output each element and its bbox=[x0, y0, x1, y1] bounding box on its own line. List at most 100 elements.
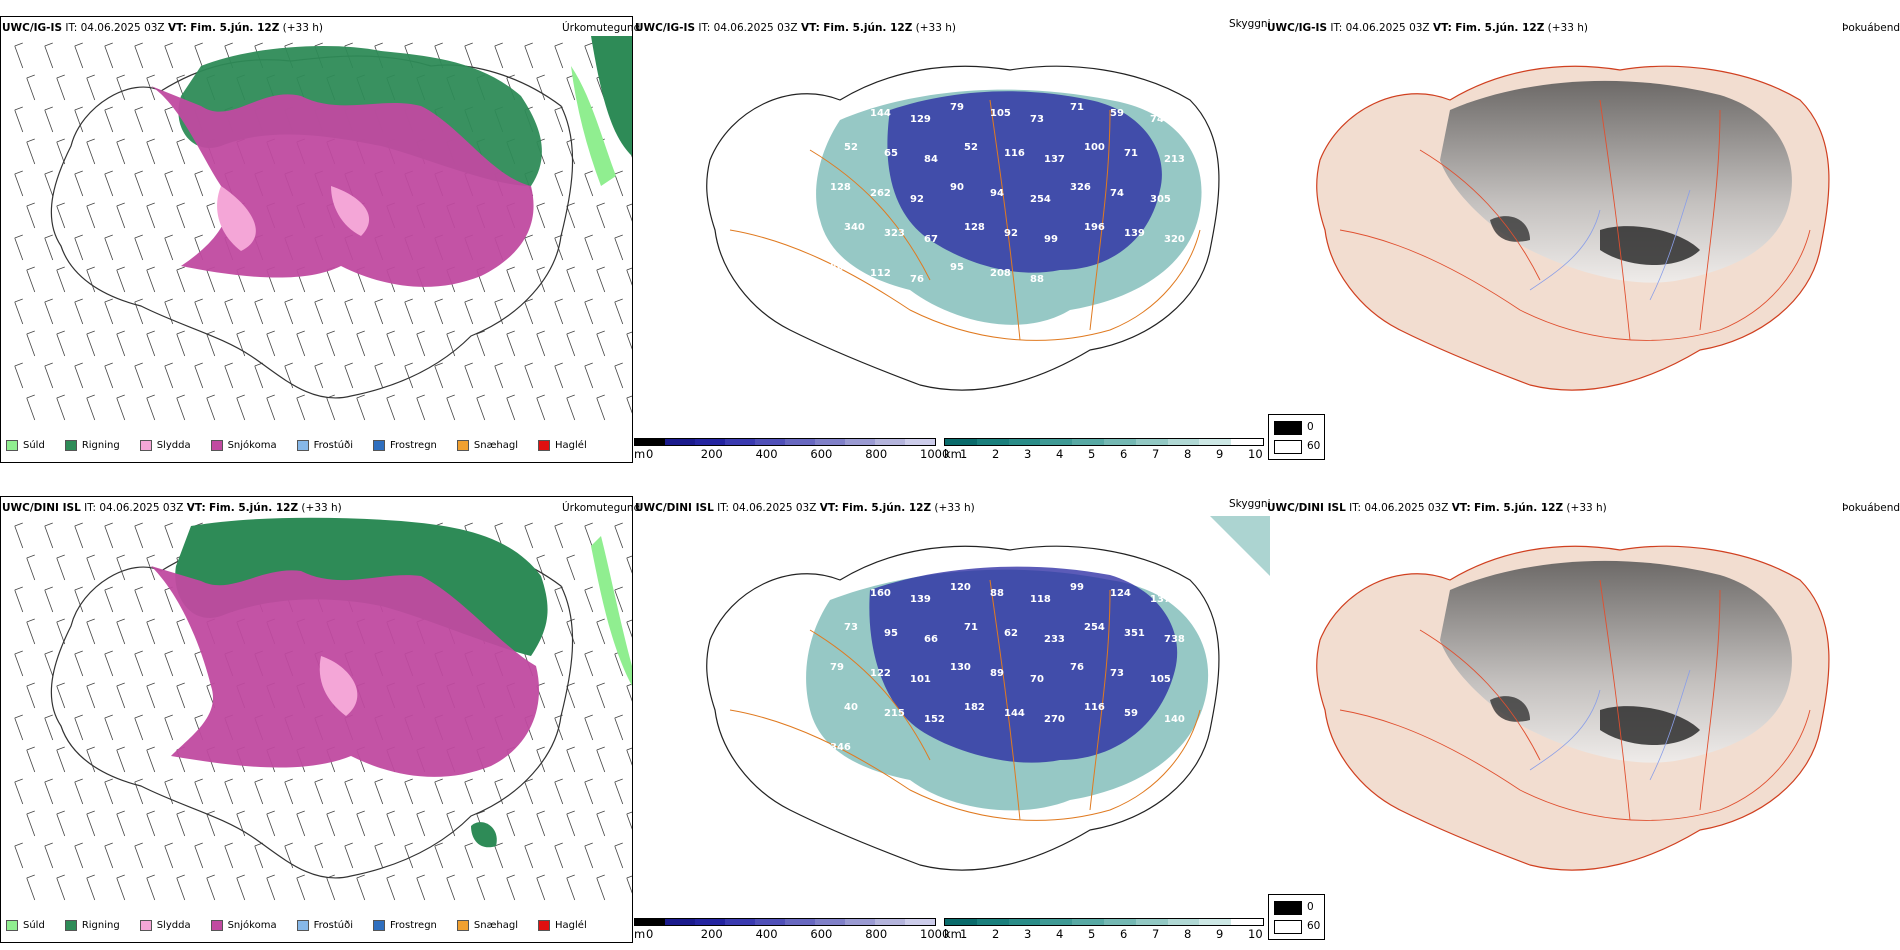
wind-barb bbox=[314, 778, 324, 805]
legend-swatch bbox=[456, 920, 469, 931]
legend-swatch bbox=[210, 440, 223, 451]
cloud-base-value: 120 bbox=[950, 582, 971, 593]
wind-barb bbox=[194, 298, 204, 325]
roads bbox=[1339, 579, 1811, 821]
wind-barb bbox=[116, 682, 126, 709]
wind-barb bbox=[494, 842, 504, 869]
wind-barb bbox=[134, 522, 144, 549]
cloud-base-map: 120 144 129 79 105 73 71 59 74 52 65 84 52 116 137 100 7… bbox=[706, 65, 1220, 391]
wind-barb bbox=[26, 682, 36, 709]
wind-barb bbox=[194, 42, 204, 69]
legend-item-4: Frostúði bbox=[296, 920, 353, 931]
cloud-base-value: 105 bbox=[1150, 674, 1171, 685]
wind-barb bbox=[86, 682, 96, 709]
wind-barb bbox=[566, 266, 576, 293]
wind-barb bbox=[146, 746, 156, 773]
wind-barb bbox=[14, 234, 24, 261]
wind-barb bbox=[344, 298, 354, 325]
scale-tick-3: 600 bbox=[810, 927, 833, 941]
wind-barb bbox=[464, 298, 474, 325]
wind-barb bbox=[326, 874, 336, 901]
vt-label: VT: bbox=[819, 502, 839, 514]
model-name: UWC/DINI ISL bbox=[635, 502, 714, 514]
wind-barb bbox=[554, 106, 564, 133]
cloud-base-value: 80 bbox=[830, 262, 844, 273]
cloud-base-value: 40 bbox=[844, 702, 858, 713]
cloud-base-value: 137 bbox=[1044, 154, 1065, 165]
colorbar-cell-4 bbox=[755, 919, 785, 925]
colorbar-cell-5 bbox=[785, 919, 815, 925]
wind-barb bbox=[614, 362, 624, 389]
wind-barb bbox=[584, 522, 594, 549]
wind-barb bbox=[506, 874, 516, 901]
wind-barb bbox=[56, 202, 66, 229]
it-value: 04.06.2025 03Z bbox=[713, 22, 798, 34]
cloud-base-value: 65 bbox=[884, 148, 898, 159]
wind-barb bbox=[566, 138, 576, 165]
cloud-base-map: 149 160 139 120 88 118 99 124 137 73 95 66 71 62 233 25… bbox=[706, 545, 1220, 871]
wind-barb bbox=[56, 810, 66, 837]
wind-barb bbox=[44, 234, 54, 261]
wind-barb bbox=[314, 362, 324, 389]
scale-tick-7: 8 bbox=[1184, 447, 1192, 461]
fog-index-map bbox=[1316, 65, 1830, 391]
wind-barb bbox=[116, 138, 126, 165]
vt-label: VT: bbox=[167, 22, 187, 34]
fog-key-swatch-0 bbox=[1274, 901, 1302, 915]
cloud-base-value: 73 bbox=[1030, 114, 1044, 125]
wind-barb bbox=[134, 586, 144, 613]
cloud-base-value: 128 bbox=[964, 222, 985, 233]
vt-value: Fim. 5.jún. 12Z bbox=[209, 502, 299, 514]
wind-barb bbox=[536, 330, 546, 357]
colorbar-cell-9 bbox=[905, 919, 935, 925]
wind-barb bbox=[194, 842, 204, 869]
wind-barb bbox=[26, 266, 36, 293]
scale-tick-6: 7 bbox=[1152, 447, 1160, 461]
wind-barb bbox=[386, 330, 396, 357]
wind-barb bbox=[254, 362, 264, 389]
wind-barb bbox=[506, 394, 516, 421]
wind-barb bbox=[236, 810, 246, 837]
wind-barb bbox=[14, 170, 24, 197]
wind-barb bbox=[326, 810, 336, 837]
cloud-base-value: 52 bbox=[964, 142, 978, 153]
colorbar-cell-3 bbox=[1040, 439, 1073, 445]
wind-barb bbox=[524, 234, 534, 261]
cloud-base-value: 128 bbox=[830, 182, 851, 193]
legend-label: Frostregn bbox=[390, 920, 437, 931]
scale-tick-1: 2 bbox=[992, 927, 1000, 941]
scale-tick-0: 0 bbox=[646, 447, 654, 461]
visibility-unit: km bbox=[944, 927, 962, 941]
lead-time: (+33 h) bbox=[915, 22, 957, 34]
cloud-base-value: 62 bbox=[1004, 628, 1018, 639]
colorbar-cell-9 bbox=[1231, 439, 1263, 445]
scale-tick-6: 7 bbox=[1152, 927, 1160, 941]
wind-barb bbox=[404, 362, 414, 389]
fog-dense-2 bbox=[1490, 696, 1530, 722]
cloud-base-value: 88 bbox=[1030, 274, 1044, 285]
visibility-label: Skyggni bbox=[1229, 18, 1271, 30]
wind-barb bbox=[566, 874, 576, 901]
colorbar-cell-7 bbox=[1167, 439, 1200, 445]
wind-barb bbox=[74, 586, 84, 613]
wind-barb bbox=[464, 842, 474, 869]
wind-barb bbox=[164, 362, 174, 389]
wind-barb bbox=[254, 298, 264, 325]
wind-barb bbox=[26, 746, 36, 773]
wind-barb bbox=[314, 842, 324, 869]
cloud-base-value: 59 bbox=[1124, 708, 1138, 719]
cloud-base-colorbar bbox=[634, 438, 936, 446]
colorbar-cell-8 bbox=[875, 919, 905, 925]
it-value: 04.06.2025 03Z bbox=[1345, 22, 1430, 34]
cloud-base-value: 139 bbox=[910, 594, 931, 605]
wind-barb bbox=[104, 522, 114, 549]
legend-item-7: Haglél bbox=[538, 920, 587, 931]
legend-label: Haglél bbox=[555, 920, 587, 931]
legend-swatch bbox=[538, 440, 551, 451]
cloud-base-value: 149 bbox=[830, 582, 851, 593]
wind-barb bbox=[596, 394, 606, 421]
legend-label: Rigning bbox=[81, 440, 120, 451]
scale-tick-3: 600 bbox=[810, 447, 833, 461]
wind-barb bbox=[134, 170, 144, 197]
wind-barb bbox=[584, 362, 594, 389]
